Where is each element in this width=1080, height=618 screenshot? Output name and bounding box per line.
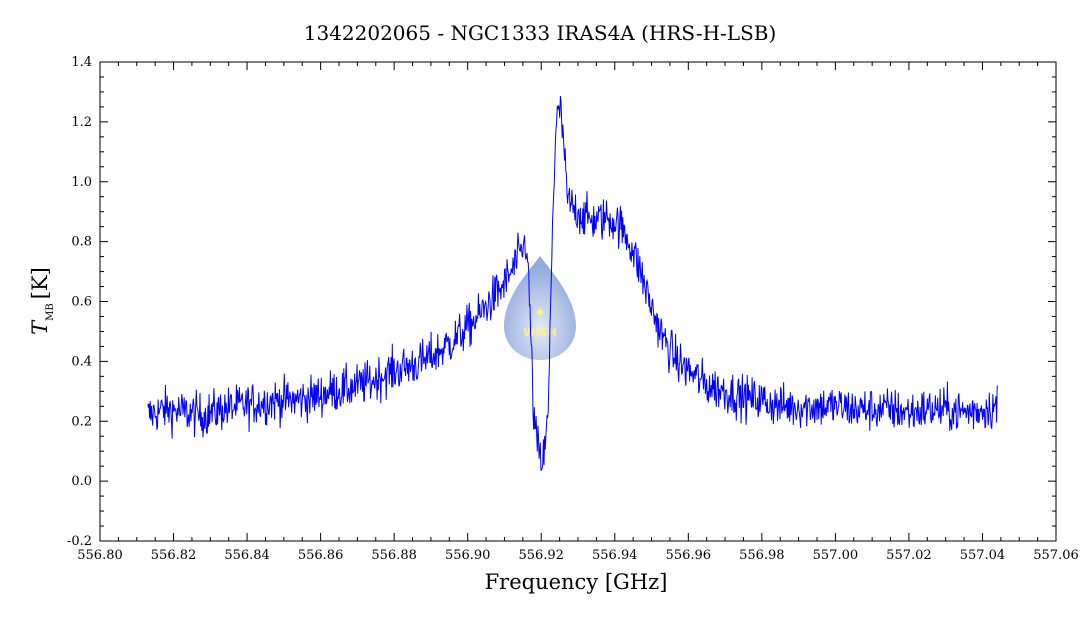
y-tick-label: -0.2 (67, 534, 92, 549)
x-tick-label: 556.82 (151, 548, 197, 563)
spectrum-line (147, 95, 998, 471)
x-tick-label: 557.02 (886, 548, 932, 563)
y-tick-label: 0.2 (71, 414, 92, 429)
x-tick-label: 556.90 (445, 548, 491, 563)
y-tick-label: 0.4 (71, 354, 92, 369)
svg-text:TMB[K]: TMB [K] (28, 267, 56, 335)
y-tick-label: 0.8 (71, 235, 92, 250)
logo-text: WISH (523, 326, 556, 339)
y-tick-labels: -0.2 0.0 0.2 0.4 0.6 0.8 1.0 1.2 1.4 (67, 55, 92, 549)
y-tick-label: 1.0 (71, 175, 92, 190)
x-tick-label: 557.06 (1033, 548, 1079, 563)
axes-layer (99, 61, 1057, 542)
x-tick-label: 556.84 (224, 548, 270, 563)
y-tick-label: 0.0 (71, 474, 92, 489)
y-tick-label: 1.2 (71, 115, 92, 130)
wish-logo: ✦ WISH (504, 256, 576, 360)
x-tick-label: 556.92 (518, 548, 564, 563)
x-tick-label: 556.98 (739, 548, 785, 563)
x-tick-label: 557.00 (813, 548, 859, 563)
y-axis-title: TMB [K] (28, 267, 56, 335)
plot-frame (99, 61, 1057, 542)
x-tick-labels: 556.80 556.82 556.84 556.86 556.88 556.90 556.… (77, 548, 1079, 563)
x-tick-label: 556.96 (666, 548, 712, 563)
series-layer (147, 95, 998, 471)
x-axis-title: Frequency [GHz] (485, 570, 668, 594)
x-tick-label: 557.04 (960, 548, 1006, 563)
water-drop-icon (504, 256, 576, 360)
y-axis-title-unit: [K] (28, 267, 52, 299)
y-tick-label: 0.6 (71, 295, 92, 310)
x-tick-label: 556.94 (592, 548, 638, 563)
chart-title: 1342202065 - NGC1333 IRAS4A (HRS-H-LSB) (304, 21, 777, 45)
y-axis-title-main: T (28, 319, 52, 335)
star-icon: ✦ (533, 303, 546, 322)
x-tick-label: 556.88 (371, 548, 417, 563)
x-tick-label: 556.86 (298, 548, 344, 563)
y-axis-title-subscript: MB (45, 303, 56, 321)
y-tick-label: 1.4 (71, 55, 92, 70)
x-tick-label: 556.80 (77, 548, 123, 563)
